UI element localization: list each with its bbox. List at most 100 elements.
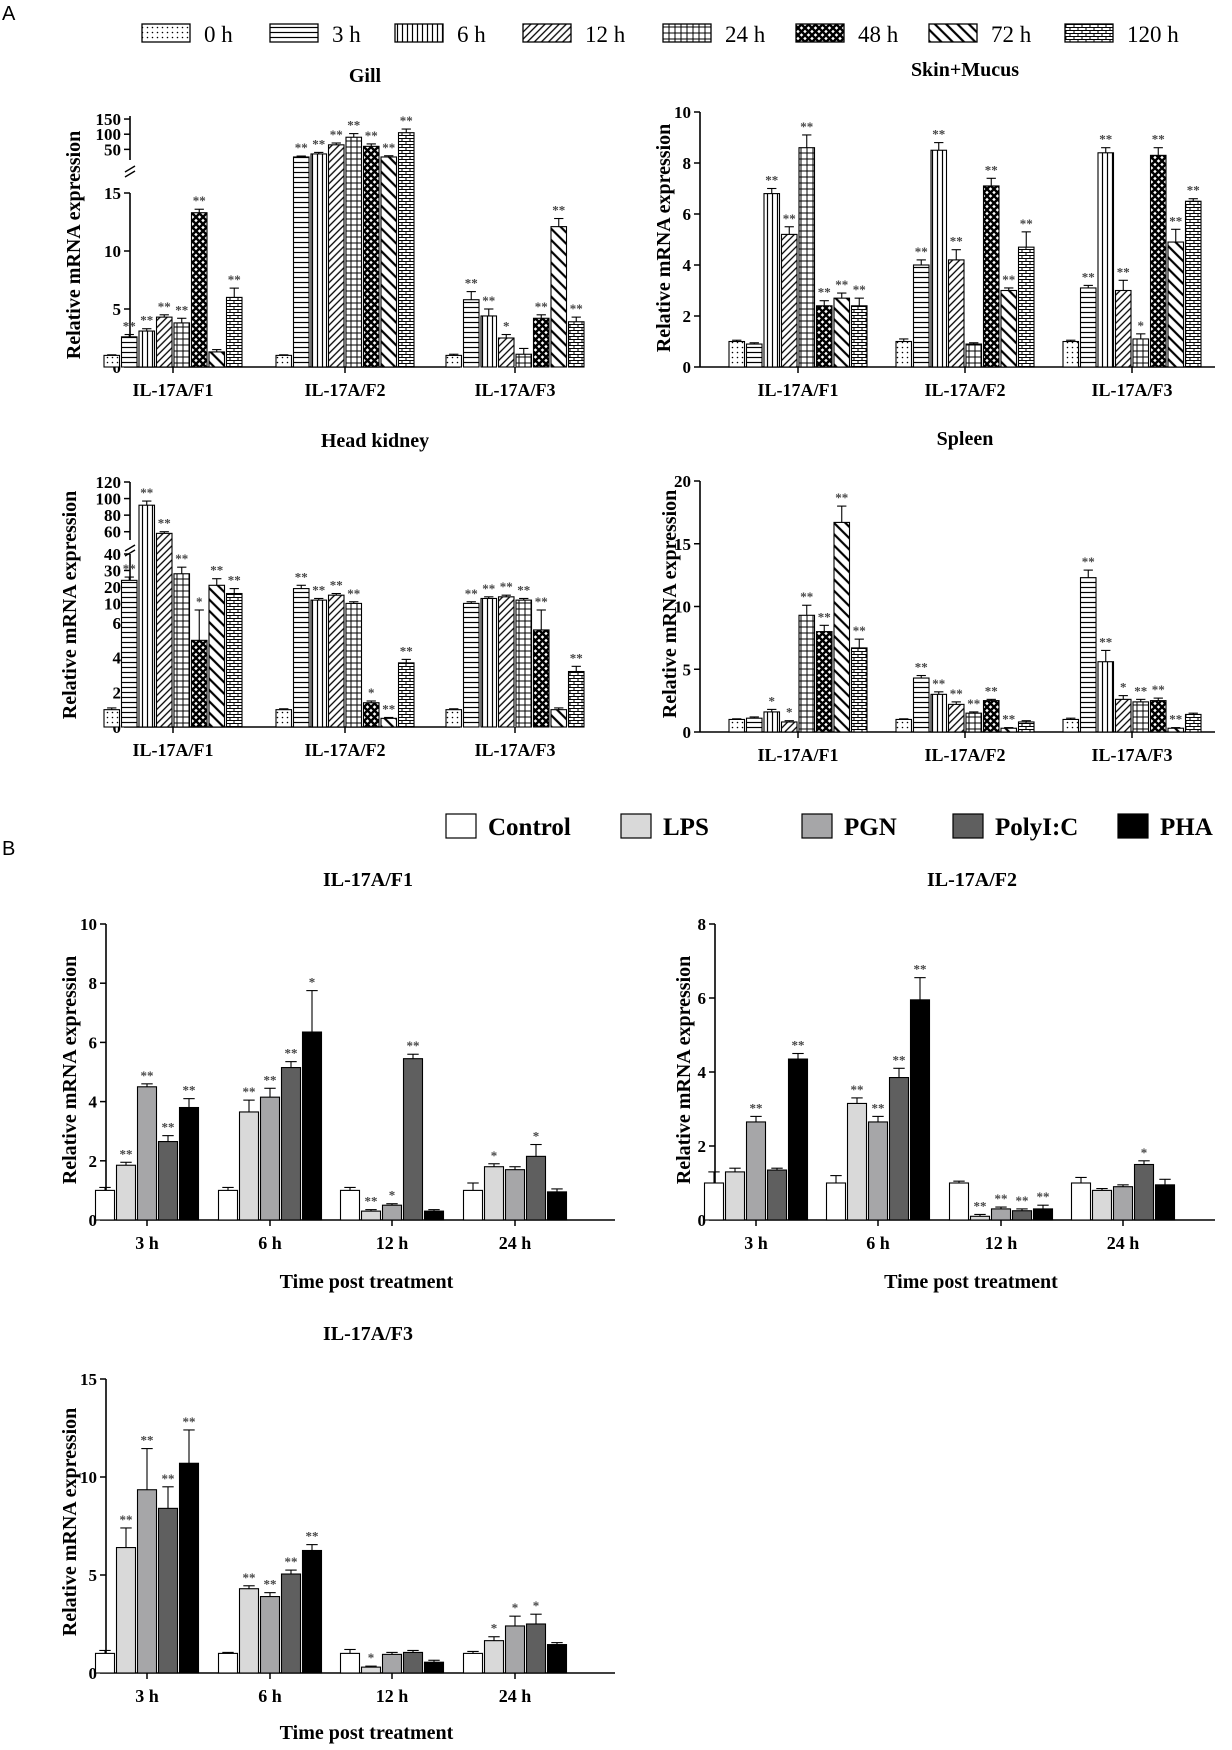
bar bbox=[766, 1169, 788, 1221]
axis-break-mark bbox=[124, 549, 136, 557]
significance-label: ** bbox=[228, 573, 241, 588]
y-tick-label: 15 bbox=[674, 535, 691, 554]
significance-label: ** bbox=[141, 1433, 154, 1448]
legend-label: Control bbox=[488, 814, 571, 841]
bar bbox=[1062, 340, 1080, 368]
significance-label: ** bbox=[985, 162, 998, 177]
significance-label: ** bbox=[1002, 712, 1015, 727]
y-tick-label: 10 bbox=[674, 598, 691, 617]
legend-swatch bbox=[445, 813, 477, 839]
significance-label: ** bbox=[967, 696, 980, 711]
x-tick-label: IL-17A/F1 bbox=[758, 745, 839, 765]
significance-label: ** bbox=[482, 293, 495, 308]
bar bbox=[497, 337, 515, 368]
significance-label: ** bbox=[985, 683, 998, 698]
bar bbox=[157, 1141, 179, 1221]
bar bbox=[280, 1573, 302, 1674]
y-tick-label: 2 bbox=[683, 307, 692, 326]
bar bbox=[292, 156, 310, 368]
significance-label: ** bbox=[932, 127, 945, 142]
bar bbox=[155, 532, 173, 728]
bar bbox=[1017, 721, 1035, 733]
bar bbox=[94, 1652, 116, 1674]
significance-label: ** bbox=[175, 302, 188, 317]
x-tick-label: IL-17A/F3 bbox=[475, 380, 556, 400]
significance-label: ** bbox=[120, 1146, 133, 1161]
significance-label: ** bbox=[465, 586, 478, 601]
significance-label: ** bbox=[365, 128, 378, 143]
significance-label: ** bbox=[535, 299, 548, 314]
bar bbox=[136, 1489, 158, 1674]
y-tick-label: 30 bbox=[104, 561, 121, 580]
x-tick-label: IL-17A/F1 bbox=[758, 380, 839, 400]
y-tick-label: 4 bbox=[113, 649, 122, 668]
bar bbox=[965, 343, 983, 368]
y-tick-label: 8 bbox=[89, 974, 98, 993]
significance-label: ** bbox=[1152, 682, 1165, 697]
x-tick-label: IL-17A/F2 bbox=[925, 745, 1006, 765]
bar bbox=[504, 1169, 526, 1221]
significance-label: * bbox=[309, 975, 316, 990]
significance-label: * bbox=[389, 1188, 396, 1203]
bar bbox=[1097, 661, 1115, 733]
x-tick-label: 6 h bbox=[258, 1686, 282, 1706]
bar bbox=[1062, 718, 1080, 733]
x-tick-label: IL-17A/F1 bbox=[133, 740, 214, 760]
significance-label: ** bbox=[465, 276, 478, 291]
bar bbox=[138, 330, 156, 368]
significance-label: ** bbox=[243, 1084, 256, 1099]
chart-title: IL-17A/F2 bbox=[927, 869, 1017, 891]
bar bbox=[703, 1182, 725, 1221]
significance-label: ** bbox=[183, 1083, 196, 1098]
bar bbox=[1032, 1208, 1054, 1221]
y-tick-label: 60 bbox=[104, 523, 121, 542]
significance-label: ** bbox=[243, 1570, 256, 1585]
y-tick-label: 5 bbox=[89, 1566, 98, 1585]
y-tick-label: 4 bbox=[89, 1093, 98, 1112]
bar bbox=[1017, 246, 1035, 368]
significance-label: ** bbox=[835, 490, 848, 505]
bar bbox=[1079, 287, 1097, 368]
legend-label: 72 h bbox=[991, 22, 1032, 47]
bar bbox=[380, 717, 398, 728]
bar bbox=[1132, 338, 1150, 368]
bar bbox=[397, 662, 415, 728]
significance-label: ** bbox=[974, 1198, 987, 1213]
significance-label: ** bbox=[382, 701, 395, 716]
bar bbox=[310, 599, 328, 728]
bar bbox=[462, 1652, 484, 1674]
bar bbox=[546, 1644, 568, 1674]
bar bbox=[1167, 241, 1185, 368]
significance-label: * bbox=[769, 693, 776, 708]
bar bbox=[815, 305, 833, 368]
bar bbox=[780, 721, 798, 733]
bar bbox=[550, 709, 568, 728]
significance-label: * bbox=[1138, 318, 1145, 333]
x-tick-label: 12 h bbox=[985, 1233, 1018, 1253]
bar bbox=[515, 353, 533, 368]
y-axis-label: Relative mRNA expression bbox=[653, 124, 675, 353]
y-axis-label: Relative mRNA expression bbox=[63, 131, 85, 360]
bar bbox=[327, 594, 345, 728]
significance-label: ** bbox=[193, 193, 206, 208]
x-tick-label: 24 h bbox=[1107, 1233, 1140, 1253]
y-axis-label: Relative mRNA expression bbox=[59, 491, 81, 720]
legend-label: 120 h bbox=[1127, 22, 1179, 47]
legend-label: 3 h bbox=[332, 22, 361, 47]
bar bbox=[157, 1507, 179, 1674]
bar bbox=[275, 354, 293, 368]
y-tick-label: 6 bbox=[89, 1033, 98, 1052]
bar bbox=[515, 599, 533, 728]
significance-label: ** bbox=[295, 569, 308, 584]
bar bbox=[525, 1623, 547, 1674]
significance-label: ** bbox=[792, 1038, 805, 1053]
chart-skin-mucus: Skin+Mucus Relative mRNA expression 0 2 4 6 8 1… bbox=[653, 59, 1215, 400]
y-tick-label: 20 bbox=[674, 472, 691, 491]
y-tick-label: 150 bbox=[96, 110, 122, 129]
significance-label: ** bbox=[400, 643, 413, 658]
bar bbox=[462, 602, 480, 728]
bar bbox=[310, 153, 328, 368]
x-tick-label: 24 h bbox=[499, 1686, 532, 1706]
